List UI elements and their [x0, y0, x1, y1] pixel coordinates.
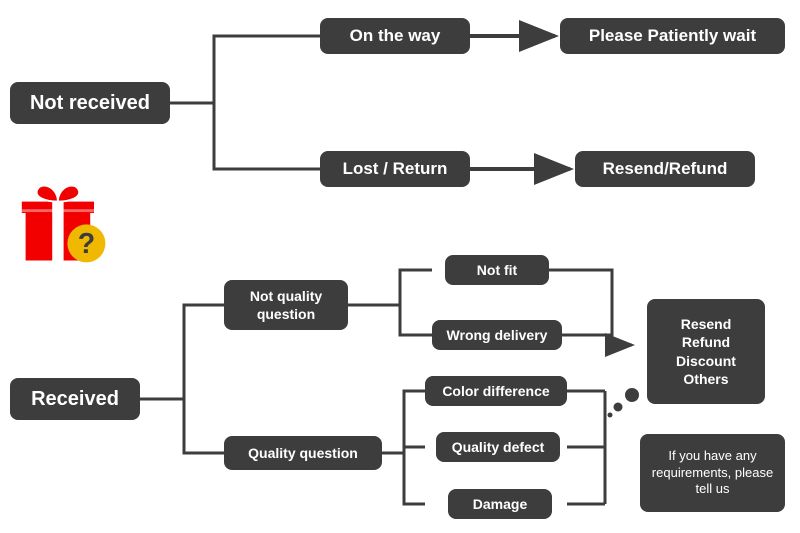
node-label: Resend/Refund: [603, 158, 728, 180]
node-label: Lost / Return: [343, 158, 448, 180]
node-not-quality: Not quality question: [224, 280, 348, 330]
node-please-wait: Please Patiently wait: [560, 18, 785, 54]
node-color-diff: Color difference: [425, 376, 567, 406]
node-label: Color difference: [442, 382, 549, 400]
node-label: Quality question: [248, 444, 358, 462]
node-label: Resend Refund Discount Others: [676, 315, 736, 388]
node-resend-refund: Resend/Refund: [575, 151, 755, 187]
node-label: If you have any requirements, please tel…: [650, 448, 775, 499]
node-label: Please Patiently wait: [589, 25, 756, 47]
node-label: Wrong delivery: [447, 326, 548, 344]
node-options: Resend Refund Discount Others: [647, 299, 765, 404]
node-label: Received: [31, 386, 119, 412]
node-lost-return: Lost / Return: [320, 151, 470, 187]
node-label: On the way: [350, 25, 441, 47]
node-damage: Damage: [448, 489, 552, 519]
svg-text:?: ?: [78, 228, 95, 260]
gift-question-icon: ?: [18, 175, 113, 270]
node-not-fit: Not fit: [445, 255, 549, 285]
node-tell-us: If you have any requirements, please tel…: [640, 434, 785, 512]
node-label: Damage: [473, 495, 527, 513]
node-label: Not received: [30, 90, 150, 116]
node-quality: Quality question: [224, 436, 382, 470]
node-label: Quality defect: [452, 438, 545, 456]
node-on-the-way: On the way: [320, 18, 470, 54]
node-received: Received: [10, 378, 140, 420]
node-quality-defect: Quality defect: [436, 432, 560, 462]
node-wrong-delivery: Wrong delivery: [432, 320, 562, 350]
node-label: Not quality question: [234, 287, 338, 323]
node-label: Not fit: [477, 261, 517, 279]
node-not-received: Not received: [10, 82, 170, 124]
